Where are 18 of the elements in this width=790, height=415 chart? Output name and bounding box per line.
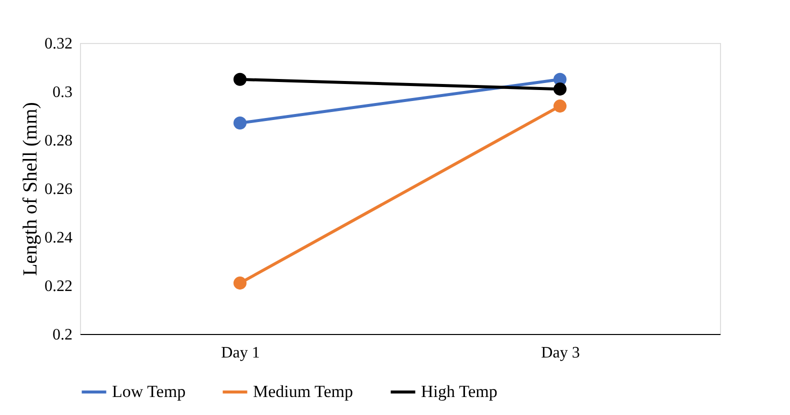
y-axis-title: Length of Shell (mm) (20, 102, 42, 276)
point (553, 100, 567, 113)
x-tick-label: Day 1 (221, 344, 260, 362)
y-tick-label: 0.32 (44, 36, 72, 52)
point (233, 72, 247, 86)
y-tick-label: 0.2 (52, 326, 72, 344)
legend-label: High Temp (421, 382, 498, 401)
y-tick-label: 0.28 (44, 132, 72, 150)
y-tick-label: 0.24 (44, 230, 72, 246)
legend-label: Low Temp (112, 382, 186, 401)
y-tick-label: 0.26 (44, 181, 72, 198)
point (233, 276, 247, 290)
point (233, 116, 247, 130)
point (553, 82, 567, 96)
legend-label: Medium Temp (253, 382, 354, 401)
y-tick-label: 0.3 (52, 84, 72, 101)
y-tick-label: 0.22 (44, 278, 72, 295)
x-tick-label: Day 3 (541, 344, 580, 362)
